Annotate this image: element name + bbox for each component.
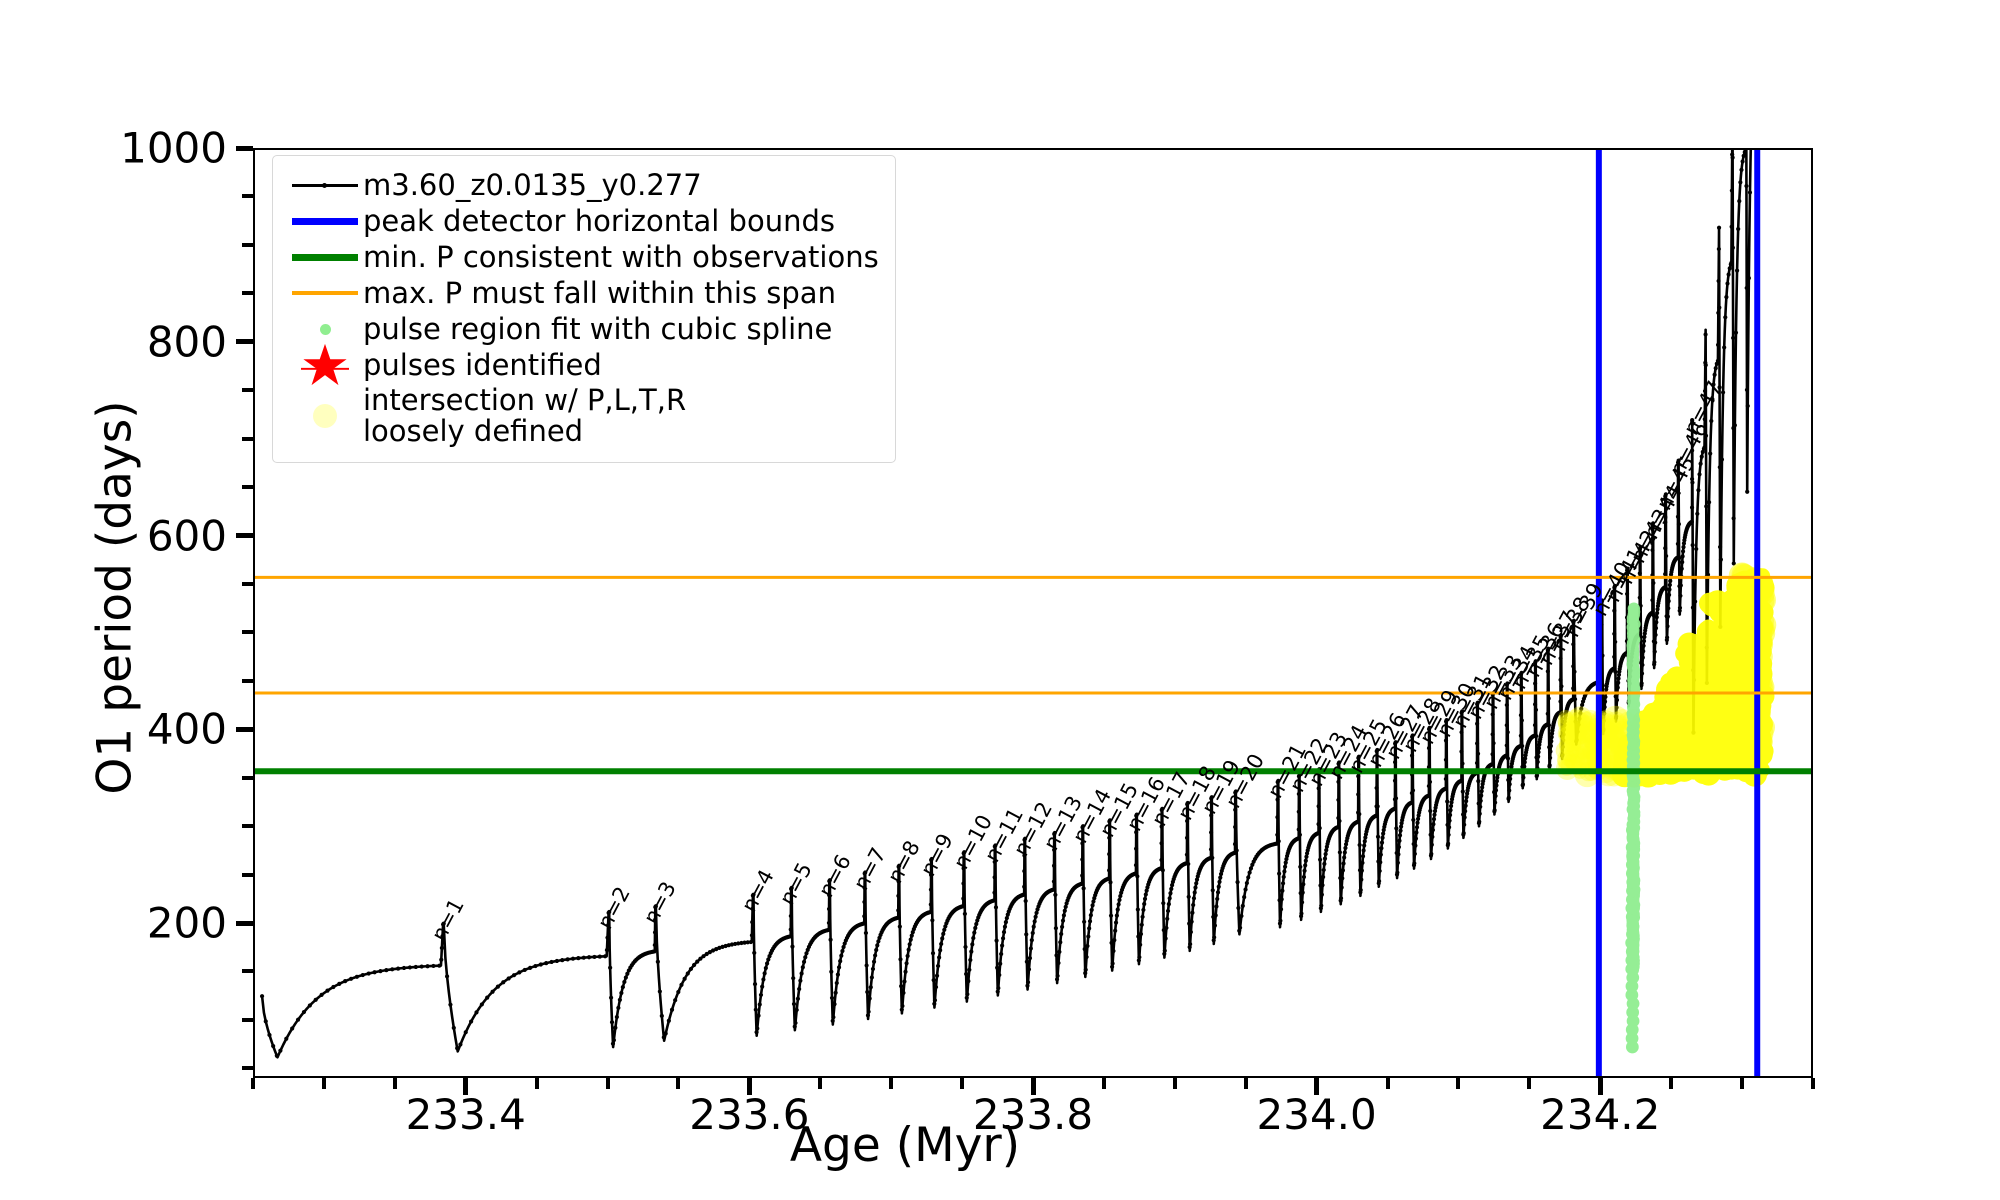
legend-label-4: pulse region fit with cubic spline [363,314,832,345]
legend-key-dot-yellow [287,398,363,434]
legend-item-5: pulses identified [287,347,879,383]
legend-item-4: pulse region fit with cubic spline [287,311,879,347]
legend-item-3: max. P must fall within this span [287,275,879,311]
x-tick-label-233.4: 233.4 [406,1090,526,1139]
x-tick-233.95 [1244,1078,1248,1089]
y-tick-750 [242,388,253,392]
line-orange-icon [292,291,358,295]
y-tick-label-600: 600 [147,511,227,560]
figure-root: O1 period (days) Age (Myr) n=1 n=2 n=3 n=4 n… [0,0,2000,1200]
y-tick-label-400: 400 [147,705,227,754]
y-tick-550 [242,582,253,586]
y-tick-250 [242,873,253,877]
x-tick-234.1 [1456,1078,1460,1089]
star-icon [301,341,349,389]
x-tick-233.85 [1102,1078,1106,1089]
x-tick-233.65 [818,1078,822,1089]
y-tick-800 [236,339,253,344]
x-tick-label-234: 234.0 [1257,1090,1377,1139]
line-blue-icon [292,218,358,225]
y-tick-600 [236,533,253,538]
x-tick-234.15 [1527,1078,1531,1089]
legend-key-line-green [287,239,363,275]
y-tick-1000 [236,146,253,151]
line-green-icon [292,254,358,261]
y-tick-500 [242,630,253,634]
legend-key-line-marker-black [287,167,363,203]
yellow-dot-icon [313,404,337,428]
y-tick-50 [242,1066,253,1070]
y-tick-350 [242,776,253,780]
y-tick-100 [242,1018,253,1022]
x-tick-234.05 [1386,1078,1390,1089]
x-tick-233.35 [393,1078,397,1089]
x-tick-label-233.6: 233.6 [689,1090,809,1139]
legend-item-0: m3.60_z0.0135_y0.277 [287,167,879,203]
y-tick-label-200: 200 [147,899,227,948]
legend-item-2: min. P consistent with observations [287,239,879,275]
x-tick-label-234.2: 234.2 [1540,1090,1660,1139]
legend-label-2: min. P consistent with observations [363,242,879,273]
y-tick-950 [242,194,253,198]
y-tick-label-800: 800 [147,317,227,366]
y-tick-700 [242,437,253,441]
x-tick-233.75 [960,1078,964,1089]
x-tick-234.25 [1669,1078,1673,1089]
legend: m3.60_z0.0135_y0.277peak detector horizo… [272,155,896,463]
legend-label-1: peak detector horizontal bounds [363,206,835,237]
y-tick-200 [236,921,253,926]
x-tick-233.45 [535,1078,539,1089]
x-tick-233.3 [322,1078,326,1089]
x-tick-233.5 [606,1078,610,1089]
x-tick-label-233.8: 233.8 [973,1090,1093,1139]
legend-key-line-blue [287,203,363,239]
y-tick-150 [242,969,253,973]
y-tick-300 [242,824,253,828]
legend-key-star-red [287,347,363,383]
y-tick-650 [242,485,253,489]
line-marker-wrap [292,179,358,191]
legend-label-3: max. P must fall within this span [363,278,836,309]
y-axis-title: O1 period (days) [88,278,143,918]
y-tick-900 [242,243,253,247]
x-tick-234.35 [1811,1078,1815,1089]
x-tick-233.55 [676,1078,680,1089]
legend-label-0: m3.60_z0.0135_y0.277 [363,170,702,201]
y-tick-400 [236,727,253,732]
x-tick-233.25 [251,1078,255,1089]
legend-label-6: intersection w/ P,L,T,R loosely defined [363,385,686,446]
y-tick-450 [242,679,253,683]
x-tick-234.3 [1740,1078,1744,1089]
y-tick-850 [242,291,253,295]
x-tick-233.9 [1173,1078,1177,1089]
legend-label-5: pulses identified [363,350,602,381]
green-dot-icon [320,324,331,335]
marker-dot-icon [322,183,327,188]
x-tick-233.7 [889,1078,893,1089]
legend-item-1: peak detector horizontal bounds [287,203,879,239]
legend-item-6: intersection w/ P,L,T,R loosely defined [287,383,879,449]
legend-key-line-orange [287,275,363,311]
y-tick-label-1000: 1000 [120,124,227,173]
x-axis-title: Age (Myr) [0,1118,1810,1173]
